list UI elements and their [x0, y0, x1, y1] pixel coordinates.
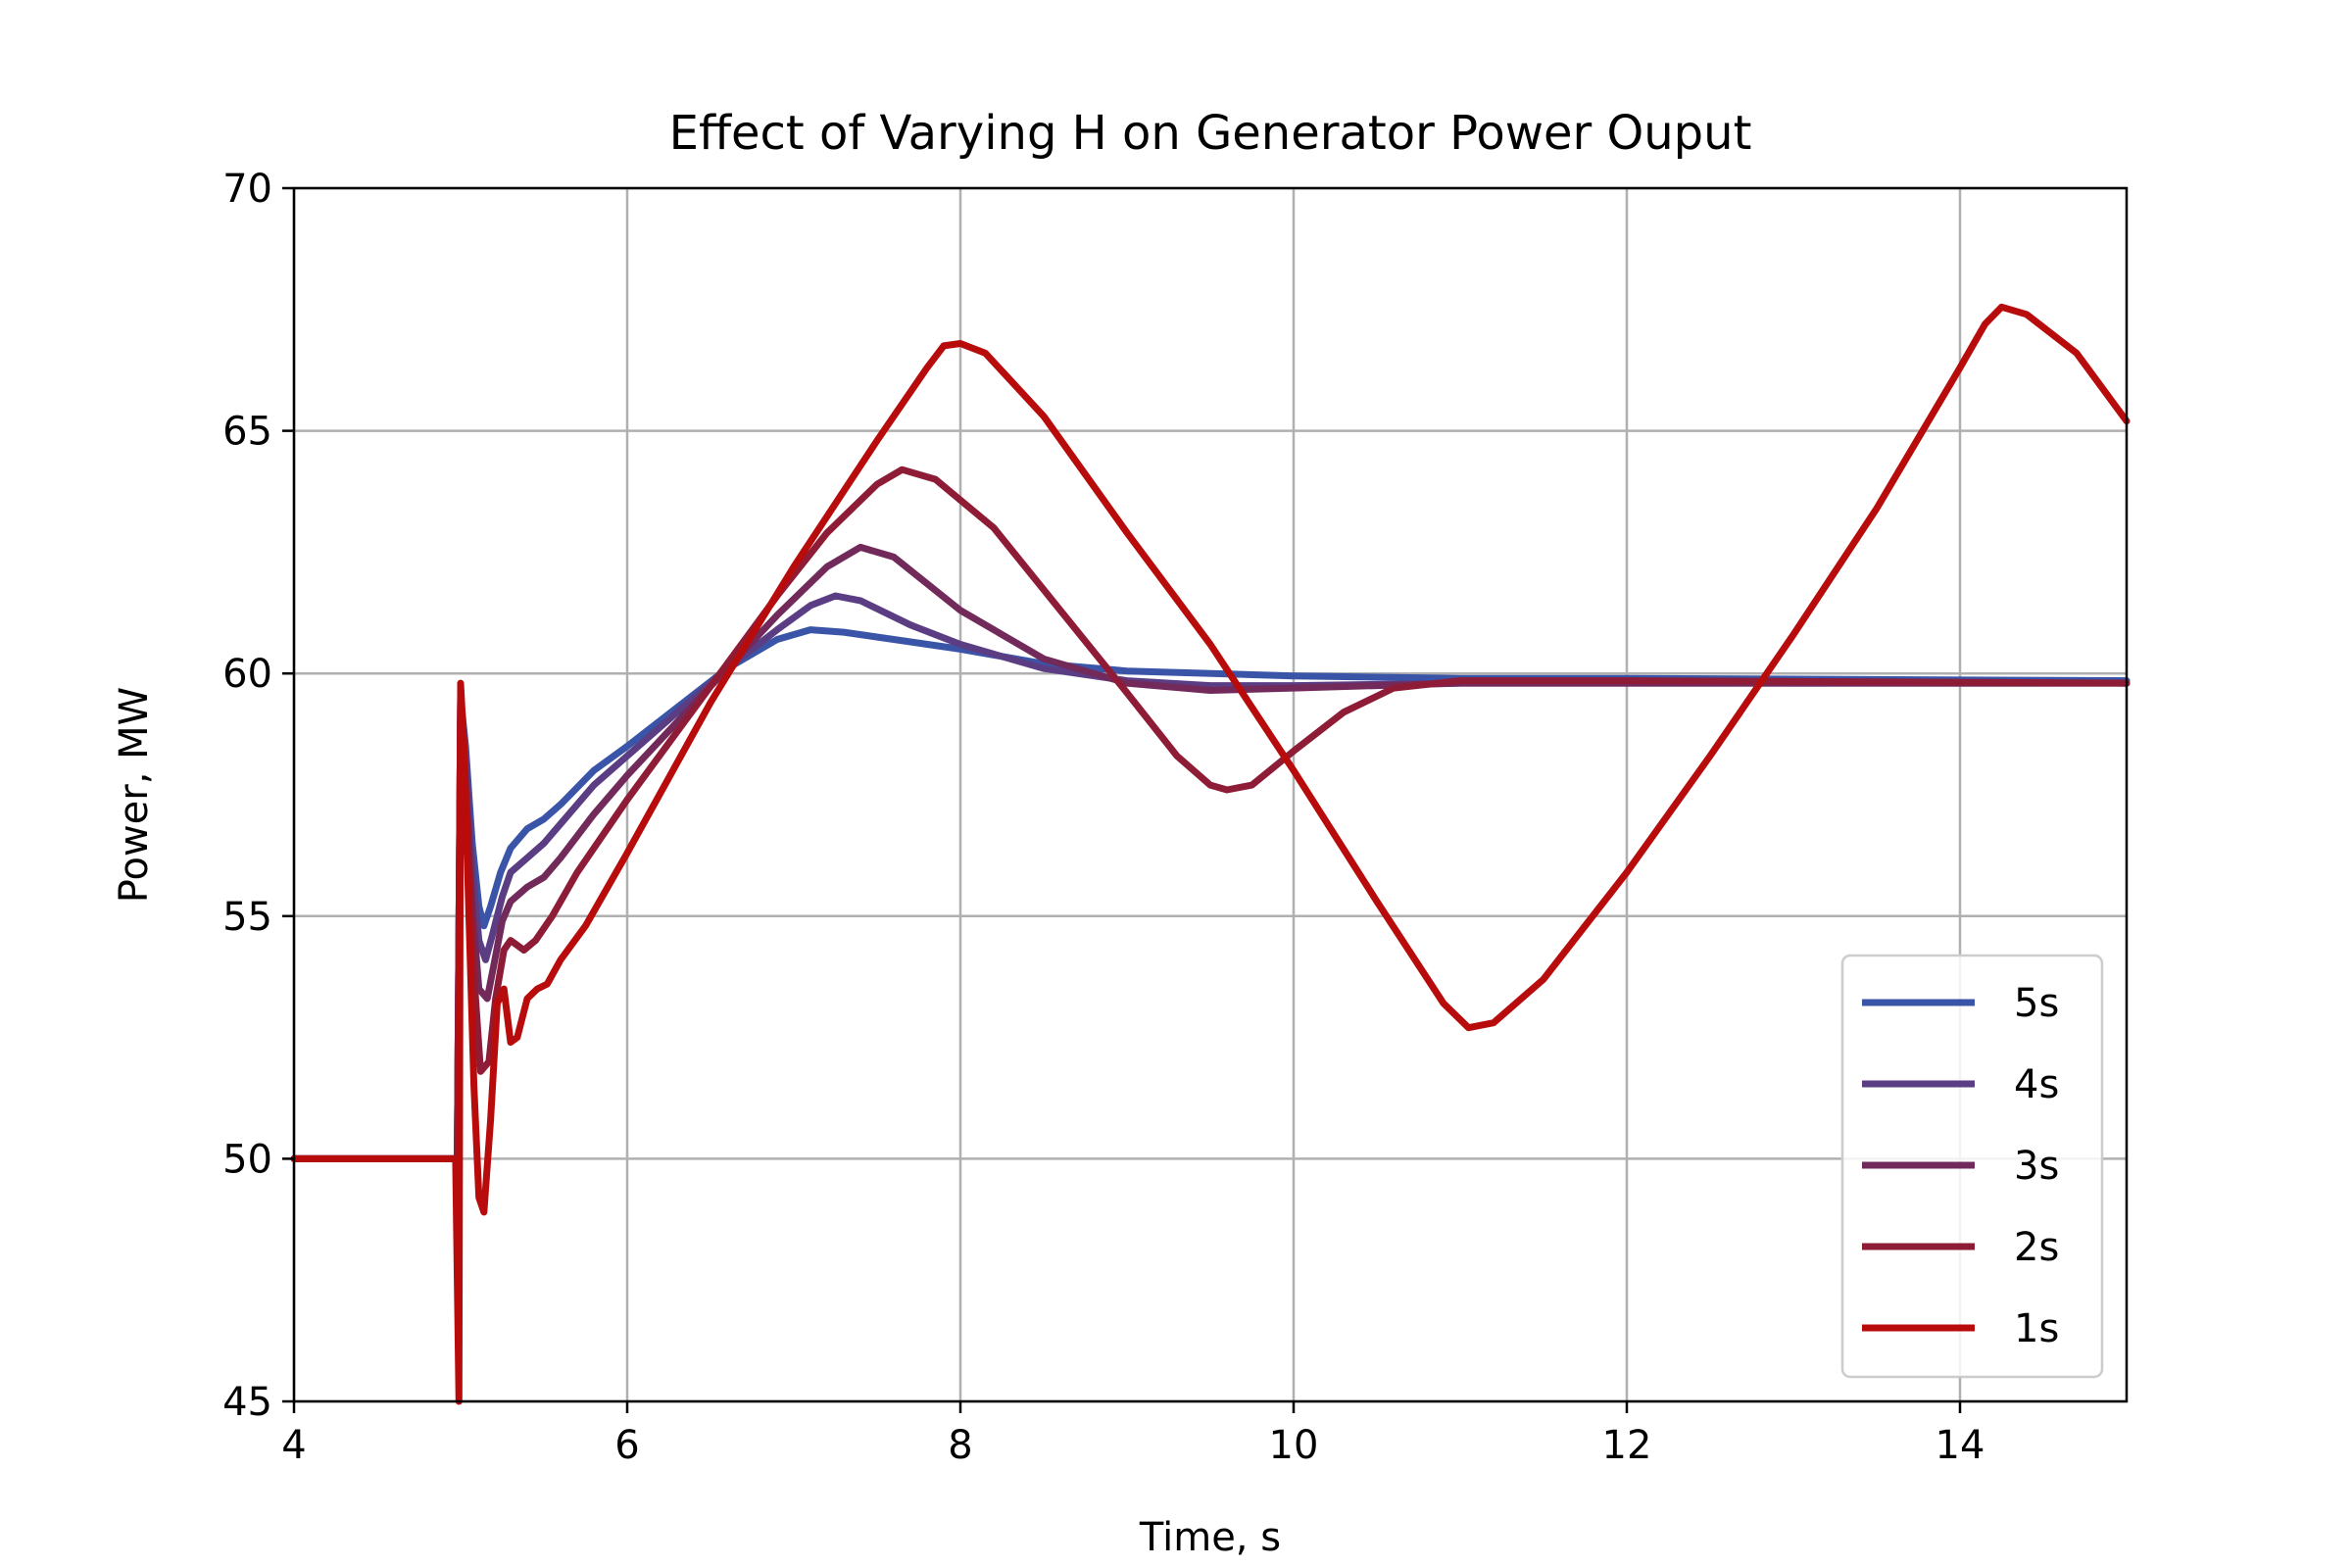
- y-tick-label: 70: [222, 167, 272, 212]
- axis-ticks: 4 6 8 10 12 14 45 50 55 60 65 70: [222, 167, 1984, 1468]
- plot-frame: [292, 186, 2129, 1403]
- legend-label: 4s: [2014, 1062, 2059, 1107]
- x-axis-title: Time, s: [1139, 1515, 1281, 1560]
- y-tick-label: 55: [222, 895, 272, 940]
- series-line-1s: [290, 303, 2131, 1405]
- x-tick-label: 4: [281, 1423, 306, 1468]
- y-tick-label: 65: [222, 410, 272, 455]
- legend-label: 3s: [2014, 1144, 2059, 1189]
- series-lines: [290, 303, 2131, 1405]
- x-tick-label: 12: [1602, 1423, 1652, 1468]
- legend: 5s 4s 3s 2s 1s: [1840, 954, 2104, 1379]
- y-tick-label: 45: [222, 1380, 272, 1425]
- chart-title: Effect of Varying H on Generator Power O…: [669, 106, 1752, 161]
- y-axis-title: Power, MW: [112, 687, 157, 903]
- y-tick-label: 60: [222, 652, 272, 697]
- x-tick-label: 6: [614, 1423, 639, 1468]
- x-tick-label: 8: [948, 1423, 972, 1468]
- legend-label: 1s: [2014, 1306, 2059, 1351]
- legend-label: 2s: [2014, 1225, 2059, 1270]
- legend-label: 5s: [2014, 981, 2059, 1026]
- x-tick-label: 10: [1269, 1423, 1319, 1468]
- x-tick-label: 14: [1936, 1423, 1985, 1468]
- y-tick-label: 50: [222, 1137, 272, 1182]
